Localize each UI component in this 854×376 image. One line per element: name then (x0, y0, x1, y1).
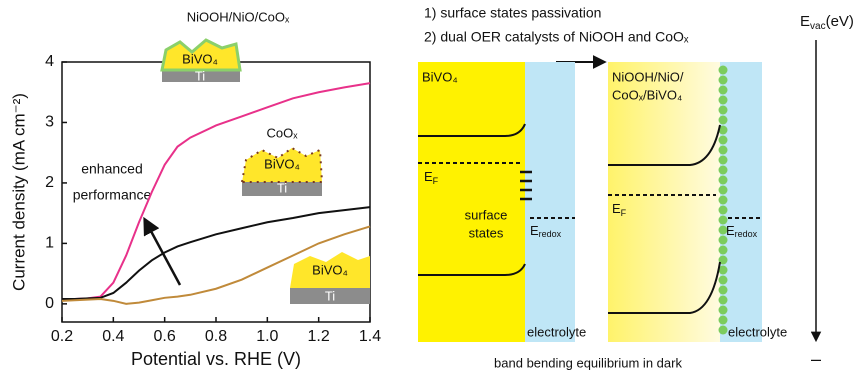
symbol: E (612, 201, 621, 216)
catalyst-dot (719, 76, 728, 85)
x-tick-label: 1.4 (359, 328, 381, 345)
inset: CoOₓ BiVO₄ Ti (242, 125, 322, 196)
catalyst-dot (719, 296, 728, 305)
x-tick-label: 0.6 (154, 328, 176, 345)
panel-label: CoOₓ/BiVO₄ (612, 87, 682, 102)
unit: (eV) (826, 13, 854, 30)
figure: Potential vs. RHE (V) Current density (m… (0, 0, 854, 376)
electrolyte-label: electrolyte (527, 324, 586, 339)
states-label: states (469, 225, 504, 240)
catalyst-dot (719, 116, 728, 125)
catalyst-dot (719, 166, 728, 175)
x-tick-label: 0.4 (102, 328, 124, 345)
catalyst-dot (719, 206, 728, 215)
catalyst-dot (719, 136, 728, 145)
x-axis-label: Potential vs. RHE (V) (131, 349, 301, 369)
inset-label: BiVO₄ (182, 51, 218, 66)
right-panel: NiOOH/NiO/ CoOₓ/BiVO₄ EF Eredox electrol… (608, 62, 787, 342)
y-axis-label: Current density (mA cm⁻²) (9, 93, 28, 291)
left-panel: BiVO₄ EF surface states Eredox electroly… (418, 62, 586, 342)
y-tick-label: 2 (45, 174, 54, 191)
subscript: F (621, 208, 627, 218)
y-tick-label: 3 (45, 114, 54, 131)
inset-label: Ti (325, 288, 335, 303)
inset-label: BiVO₄ (264, 156, 300, 171)
inset-label: CoOₓ (267, 125, 299, 140)
step-text: 2) dual OER catalysts of NiOOH and CoOₓ (424, 29, 689, 45)
y-tick-label: 4 (45, 53, 54, 70)
x-tick-label: 0.2 (51, 328, 73, 345)
minus-sign: – (811, 349, 821, 369)
inset: NiOOH/NiO/CoOₓ BiVO₄ Ti (162, 9, 290, 83)
subscript: redox (735, 229, 758, 239)
step-text: 1) surface states passivation (424, 5, 601, 21)
catalyst-dot (719, 316, 728, 325)
catalyst-dot (719, 96, 728, 105)
catalyst-dot (719, 276, 728, 285)
inset: BiVO₄ Ti (290, 252, 370, 304)
catalyst-dot (719, 156, 728, 165)
catalyst-dot (719, 106, 728, 115)
x-tick-label: 1.2 (308, 328, 330, 345)
catalyst-dot (719, 246, 728, 255)
annotation: enhanced (81, 161, 143, 177)
annotation: performance (73, 187, 152, 203)
catalyst-dot (719, 186, 728, 195)
x-tick-label: 0.8 (205, 328, 227, 345)
subscript: F (433, 176, 439, 186)
symbol: E (530, 223, 539, 238)
states-label: surface (465, 207, 508, 222)
y-tick-label: 1 (45, 235, 54, 252)
annotation-arrow (145, 220, 180, 285)
inset-label: NiOOH/NiO/CoOₓ (187, 9, 290, 24)
catalyst-dot (719, 86, 728, 95)
symbol: E (800, 13, 810, 30)
vacuum-label: Evac(eV) (800, 13, 854, 32)
catalyst-dot (719, 326, 728, 335)
catalyst-dot (719, 146, 728, 155)
subscript: vac (810, 21, 826, 32)
symbol: E (424, 169, 433, 184)
catalyst-dot (719, 286, 728, 295)
symbol: E (726, 223, 735, 238)
panel-label: NiOOH/NiO/ (612, 69, 684, 84)
panel-label: BiVO₄ (422, 69, 458, 84)
y-tick-label: 0 (45, 295, 54, 312)
caption: band bending equilibrium in dark (494, 355, 682, 370)
catalyst-dot (719, 306, 728, 315)
inset-label: Ti (277, 180, 287, 195)
subscript: redox (539, 229, 562, 239)
inset-label: BiVO₄ (312, 262, 348, 277)
catalyst-dot (719, 66, 728, 75)
catalyst-dot (719, 196, 728, 205)
inset-label: Ti (195, 68, 205, 83)
catalyst-dot (719, 176, 728, 185)
x-tick-label: 1.0 (256, 328, 278, 345)
electrolyte-label: electrolyte (728, 324, 787, 339)
